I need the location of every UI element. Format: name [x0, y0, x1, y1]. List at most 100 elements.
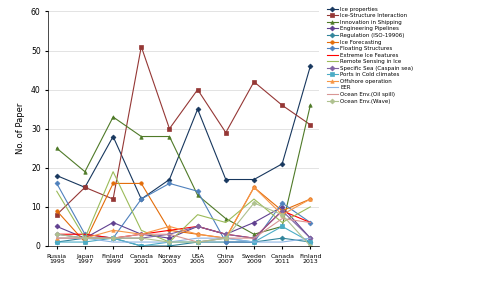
Ports in Cold climates	[223, 237, 229, 240]
Ocean Env.(Wave)	[251, 201, 257, 205]
Innovation in Shipping	[139, 135, 144, 138]
Ocean Env.(Oil spill)	[167, 233, 172, 236]
Ice properties	[308, 64, 313, 68]
Specific Sea (Caspain sea)	[195, 225, 200, 228]
Ice-Structure Interaction	[167, 127, 172, 130]
Remote Sensing in Ice	[82, 237, 88, 240]
Engineering Pipelines	[251, 221, 257, 224]
EER	[54, 237, 60, 240]
Ice Forecasting	[223, 237, 229, 240]
Ocean Env.(Oil spill)	[54, 237, 60, 240]
Ice Forecasting	[279, 209, 285, 212]
Line: Ocean Env.(Wave): Ocean Env.(Wave)	[55, 201, 312, 248]
Regulation (ISO-19906)	[223, 240, 229, 244]
Ports in Cold climates	[139, 244, 144, 248]
Line: Regulation (ISO-19906): Regulation (ISO-19906)	[55, 237, 312, 248]
Legend: Ice properties, Ice-Structure Interaction, Innovation in Shipping, Engineering P: Ice properties, Ice-Structure Interactio…	[327, 7, 413, 104]
Innovation in Shipping	[167, 135, 172, 138]
Floating Structures	[195, 190, 200, 193]
EER	[167, 240, 172, 244]
Ocean Env.(Oil spill)	[110, 237, 116, 240]
Ice Forecasting	[251, 186, 257, 189]
Regulation (ISO-19906)	[279, 237, 285, 240]
Ports in Cold climates	[110, 237, 116, 240]
Ice properties	[54, 174, 60, 177]
Line: Innovation in Shipping: Innovation in Shipping	[55, 104, 312, 236]
Engineering Pipelines	[279, 205, 285, 208]
Ice-Structure Interaction	[223, 131, 229, 134]
Engineering Pipelines	[54, 225, 60, 228]
Innovation in Shipping	[223, 217, 229, 220]
Ice Forecasting	[82, 240, 88, 244]
Ports in Cold climates	[54, 240, 60, 244]
Extreme Ice Features	[139, 233, 144, 236]
Specific Sea (Caspain sea)	[139, 237, 144, 240]
Line: Remote Sensing in Ice: Remote Sensing in Ice	[57, 172, 311, 242]
Engineering Pipelines	[308, 237, 313, 240]
Ice-Structure Interaction	[110, 197, 116, 201]
Extreme Ice Features	[167, 229, 172, 232]
Ocean Env.(Wave)	[82, 237, 88, 240]
Specific Sea (Caspain sea)	[279, 209, 285, 212]
Line: Ice properties: Ice properties	[55, 64, 312, 201]
Ice-Structure Interaction	[279, 104, 285, 107]
Line: EER: EER	[57, 238, 311, 242]
Floating Structures	[251, 240, 257, 244]
Ocean Env.(Oil spill)	[223, 237, 229, 240]
Innovation in Shipping	[54, 146, 60, 150]
Innovation in Shipping	[82, 170, 88, 173]
Ice-Structure Interaction	[308, 123, 313, 126]
Remote Sensing in Ice	[110, 170, 116, 173]
Engineering Pipelines	[110, 221, 116, 224]
Extreme Ice Features	[54, 233, 60, 236]
Ports in Cold climates	[167, 240, 172, 244]
Extreme Ice Features	[82, 233, 88, 236]
Remote Sensing in Ice	[251, 197, 257, 201]
EER	[82, 237, 88, 240]
Ports in Cold climates	[82, 240, 88, 244]
Offshore operation	[223, 237, 229, 240]
Specific Sea (Caspain sea)	[82, 237, 88, 240]
Specific Sea (Caspain sea)	[223, 233, 229, 236]
Offshore operation	[139, 233, 144, 236]
Ocean Env.(Wave)	[279, 213, 285, 217]
Ocean Env.(Oil spill)	[195, 240, 200, 244]
EER	[139, 240, 144, 244]
Y-axis label: No. of Paper: No. of Paper	[16, 103, 25, 154]
Specific Sea (Caspain sea)	[308, 237, 313, 240]
Ocean Env.(Wave)	[110, 237, 116, 240]
Specific Sea (Caspain sea)	[167, 233, 172, 236]
Extreme Ice Features	[110, 237, 116, 240]
Ice-Structure Interaction	[251, 80, 257, 84]
Line: Specific Sea (Caspain sea): Specific Sea (Caspain sea)	[55, 209, 312, 240]
Ocean Env.(Oil spill)	[308, 221, 313, 224]
Ocean Env.(Wave)	[54, 233, 60, 236]
Extreme Ice Features	[195, 225, 200, 228]
Offshore operation	[308, 197, 313, 201]
EER	[251, 240, 257, 244]
Remote Sensing in Ice	[279, 221, 285, 224]
Floating Structures	[82, 233, 88, 236]
Ice Forecasting	[139, 182, 144, 185]
Ocean Env.(Oil spill)	[82, 237, 88, 240]
Floating Structures	[223, 240, 229, 244]
Ocean Env.(Wave)	[223, 237, 229, 240]
Regulation (ISO-19906)	[54, 240, 60, 244]
Offshore operation	[279, 213, 285, 217]
Ice-Structure Interaction	[139, 45, 144, 48]
Ocean Env.(Wave)	[195, 240, 200, 244]
Innovation in Shipping	[308, 104, 313, 107]
Ports in Cold climates	[251, 240, 257, 244]
Line: Ice Forecasting: Ice Forecasting	[55, 182, 312, 244]
Regulation (ISO-19906)	[82, 237, 88, 240]
EER	[279, 240, 285, 244]
Extreme Ice Features	[223, 233, 229, 236]
Regulation (ISO-19906)	[110, 237, 116, 240]
Ice properties	[251, 178, 257, 181]
Remote Sensing in Ice	[223, 221, 229, 224]
Floating Structures	[110, 237, 116, 240]
Line: Engineering Pipelines: Engineering Pipelines	[55, 205, 312, 240]
Regulation (ISO-19906)	[308, 240, 313, 244]
Line: Extreme Ice Features: Extreme Ice Features	[57, 211, 311, 238]
Ice properties	[82, 186, 88, 189]
